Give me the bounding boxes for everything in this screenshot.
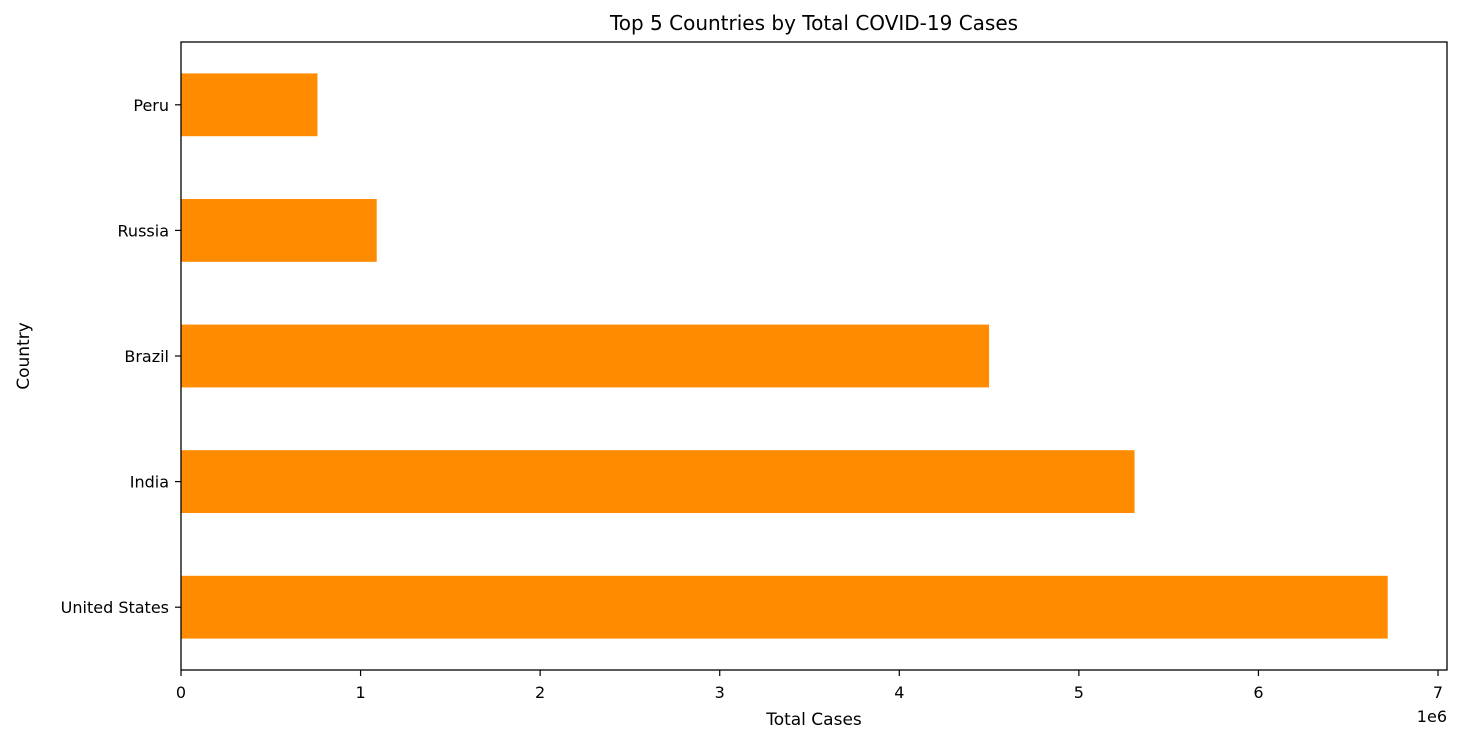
y-tick-label: United States — [61, 598, 169, 617]
y-tick-label: India — [130, 473, 169, 492]
x-tick-label: 2 — [535, 683, 545, 702]
bar-united-states — [181, 576, 1388, 639]
x-tick-label: 5 — [1074, 683, 1084, 702]
y-tick-label: Russia — [118, 221, 169, 240]
bar-india — [181, 450, 1135, 513]
x-tick-label: 1 — [355, 683, 365, 702]
x-axis-ticks: 0 1 2 3 4 5 6 7 — [176, 670, 1443, 702]
x-tick-label: 3 — [715, 683, 725, 702]
y-tick-label: Brazil — [124, 347, 169, 366]
x-tick-label: 0 — [176, 683, 186, 702]
bar-brazil — [181, 325, 989, 388]
x-axis-offset-label: 1e6 — [1417, 707, 1447, 726]
bar-russia — [181, 199, 377, 262]
y-tick-label: Peru — [133, 96, 169, 115]
chart-title: Top 5 Countries by Total COVID-19 Cases — [609, 11, 1018, 35]
bar-peru — [181, 73, 317, 136]
bars-layer — [181, 73, 1388, 638]
x-axis-label: Total Cases — [765, 710, 862, 730]
y-axis-label: Country — [14, 322, 34, 390]
x-tick-label: 4 — [894, 683, 904, 702]
x-tick-label: 7 — [1433, 683, 1443, 702]
x-tick-label: 6 — [1253, 683, 1263, 702]
y-axis-ticks: United States India Brazil Russia Peru — [61, 96, 181, 617]
